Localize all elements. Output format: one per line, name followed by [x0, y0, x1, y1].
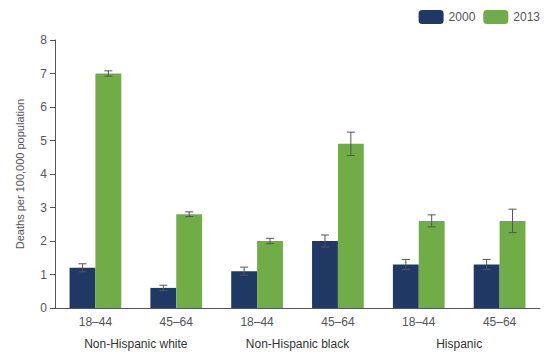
svg-text:6: 6 [40, 100, 47, 114]
svg-text:5: 5 [40, 134, 47, 148]
svg-text:18–44: 18–44 [79, 315, 113, 329]
svg-text:2013: 2013 [513, 10, 540, 24]
svg-text:2: 2 [40, 234, 47, 248]
svg-text:8: 8 [40, 33, 47, 47]
svg-text:2000: 2000 [449, 10, 476, 24]
svg-text:4: 4 [40, 167, 47, 181]
svg-text:45–64: 45–64 [160, 315, 194, 329]
svg-text:18–44: 18–44 [240, 315, 274, 329]
svg-text:Deaths per 100,000 population: Deaths per 100,000 population [14, 99, 26, 249]
svg-text:Non-Hispanic white: Non-Hispanic white [84, 337, 188, 351]
svg-text:18–44: 18–44 [402, 315, 436, 329]
svg-text:7: 7 [40, 67, 47, 81]
svg-text:45–64: 45–64 [321, 315, 355, 329]
svg-text:45–64: 45–64 [483, 315, 517, 329]
svg-text:1: 1 [40, 268, 47, 282]
svg-text:3: 3 [40, 201, 47, 215]
svg-text:Non-Hispanic black: Non-Hispanic black [246, 337, 350, 351]
svg-text:0: 0 [40, 301, 47, 315]
svg-text:Hispanic: Hispanic [436, 337, 482, 351]
